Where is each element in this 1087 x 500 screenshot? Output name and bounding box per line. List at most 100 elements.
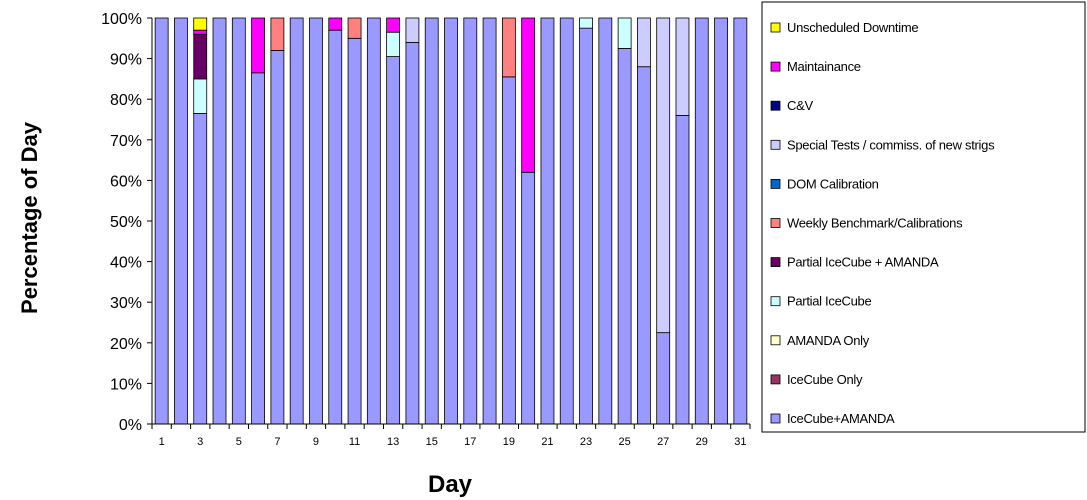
bar-segment (193, 78, 208, 114)
y-tick-label: 10% (110, 376, 142, 393)
y-tick-label: 30% (110, 295, 142, 312)
bar-stack-day-5 (231, 17, 246, 425)
bar-stack-day-6 (251, 17, 266, 425)
legend-item: IceCube+AMANDA (770, 411, 895, 426)
bar-stack-day-10 (328, 17, 343, 425)
legend-item: AMANDA Only (770, 333, 870, 348)
y-tick-label: 50% (110, 214, 142, 231)
x-tick-label: 1 (159, 436, 165, 448)
bar-segment (579, 17, 593, 29)
bar-stack-day-8 (289, 17, 304, 425)
bar-stack-day-16 (444, 17, 458, 425)
bar-stack-day-17 (463, 17, 478, 425)
legend-label: DOM Calibration (787, 176, 879, 191)
bar-segment (193, 29, 208, 35)
legend-label: C&V (787, 98, 813, 113)
legend-label: IceCube Only (787, 372, 863, 387)
bar-segment (598, 17, 613, 425)
bar-segment (656, 332, 671, 425)
x-tick-label: 5 (236, 436, 242, 448)
y-tick-label: 40% (110, 255, 142, 272)
bar-segment (424, 17, 439, 425)
x-ticks: 1 3 5 7 9 11 13 15 17 19 21 23 25 27 29 31 (151, 424, 751, 448)
y-tick-label: 20% (110, 336, 142, 353)
bar-stack-day-22 (559, 17, 574, 425)
x-tick-label: 27 (657, 436, 669, 448)
bar-stack-day-28 (675, 17, 690, 425)
bar-segment (540, 17, 555, 425)
bar-segment (193, 17, 208, 31)
legend-item: Partial IceCube (770, 294, 872, 309)
bar-segment (270, 17, 285, 51)
bar-stack-day-19 (501, 17, 516, 425)
x-tick-label: 29 (696, 436, 708, 448)
bar-segment (193, 113, 208, 425)
bar-segment (675, 17, 690, 116)
bar-segment (637, 17, 651, 68)
bar-stack-day-11 (347, 17, 362, 425)
legend-item: Weekly Benchmark/Calibrations (770, 216, 963, 231)
bar-segment (694, 17, 709, 425)
bar-stack-day-15 (424, 17, 439, 425)
y-tick-label: 80% (110, 92, 142, 109)
legend-swatch (770, 257, 781, 268)
bar-segment (521, 171, 536, 425)
bar-segment (444, 17, 458, 425)
y-ticks: 0% 10% 20% 30% 40% 50% 60% 70% 80% 90% 100% (101, 11, 152, 434)
x-tick-label: 23 (580, 436, 592, 448)
bar-segment (714, 17, 728, 425)
bar-segment (617, 17, 632, 49)
bar-segment (212, 17, 227, 425)
bar-segment (656, 17, 671, 334)
bar-segment (501, 76, 516, 425)
legend-label: AMANDA Only (787, 333, 870, 348)
bar-segment (482, 17, 497, 425)
bar-stack-day-12 (366, 17, 381, 425)
legend-item: Maintainance (770, 59, 861, 74)
bar-segment (637, 66, 651, 425)
bar-segment (231, 17, 246, 425)
x-tick-label: 21 (541, 436, 553, 448)
bar-segment (193, 33, 208, 80)
bar-segment (386, 17, 401, 33)
legend-swatch (770, 218, 781, 228)
bar-segment (386, 56, 401, 425)
bar-stack-day-21 (540, 17, 555, 425)
x-tick-label: 13 (387, 436, 399, 448)
bar-segment (675, 115, 690, 425)
legend-item: DOM Calibration (770, 176, 879, 191)
x-tick-label: 3 (197, 436, 203, 448)
bar-segment (386, 31, 401, 57)
y-axis-title: Percentage of Day (17, 121, 42, 314)
legend-swatch (770, 296, 781, 307)
x-tick-label: 17 (464, 436, 476, 448)
bar-stack-day-1 (154, 17, 169, 425)
legend-swatch (770, 178, 781, 189)
legend-swatch (770, 139, 781, 150)
legend-label: Maintainance (787, 59, 861, 74)
bar-stack-day-25 (617, 17, 632, 425)
bar-stack-day-24 (598, 17, 613, 425)
bar-segment (617, 48, 632, 425)
bar-segment (154, 17, 169, 425)
bar-segment (405, 41, 420, 425)
legend-items: Unscheduled Downtime Maintainance C&V Speci… (770, 20, 995, 426)
legend-label: Special Tests / commiss. of new strigs (787, 137, 995, 152)
bar-segment (289, 17, 304, 425)
legend-box (761, 1, 1086, 433)
legend-item: Partial IceCube + AMANDA (770, 255, 939, 270)
bar-segment (270, 50, 285, 425)
legend-swatch (770, 61, 781, 72)
bar-stack-day-30 (714, 17, 728, 425)
bar-stack-day-13 (386, 17, 401, 425)
bar-segment (559, 17, 574, 425)
bar-segment (521, 17, 536, 173)
y-tick-label: 0% (119, 417, 142, 434)
x-tick-label: 19 (503, 436, 515, 448)
bar-stack-day-14 (405, 17, 420, 425)
bar-stack-day-23 (579, 17, 593, 425)
legend-swatch (770, 335, 781, 346)
x-tick-label: 11 (349, 436, 360, 448)
y-tick-label: 70% (110, 133, 142, 150)
